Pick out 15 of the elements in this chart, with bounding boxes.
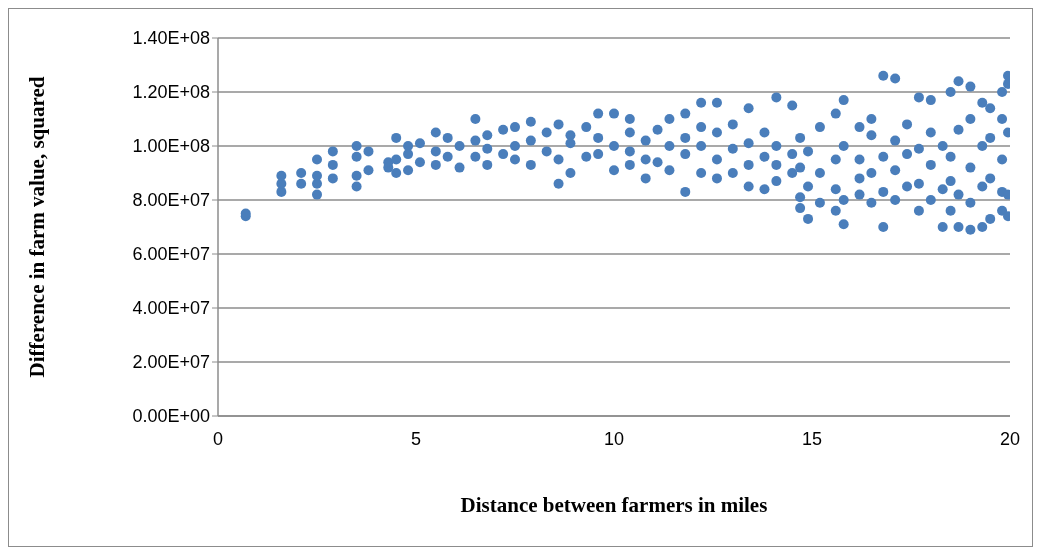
x-tick-label: 20	[999, 428, 1021, 449]
y-tick-label: 6.00E+07	[132, 244, 210, 265]
y-tick-label: 4.00E+07	[132, 298, 210, 319]
y-axis-title: Difference in farm value, squared	[25, 76, 50, 378]
x-tick-label: 5	[410, 428, 422, 449]
x-axis-title: Distance between farmers in miles	[460, 493, 768, 517]
y-tick-label: 1.40E+08	[132, 28, 210, 49]
x-tick-label: 0	[212, 428, 224, 449]
x-tick-label: 15	[801, 428, 823, 449]
y-tick-label: 1.00E+08	[132, 136, 210, 157]
y-tick-label: 2.00E+07	[132, 352, 210, 373]
x-tick-label: 10	[603, 428, 625, 449]
y-tick-label: 0.00E+00	[132, 406, 210, 427]
y-tick-label: 8.00E+07	[132, 190, 210, 211]
y-tick-label: 1.20E+08	[132, 82, 210, 103]
